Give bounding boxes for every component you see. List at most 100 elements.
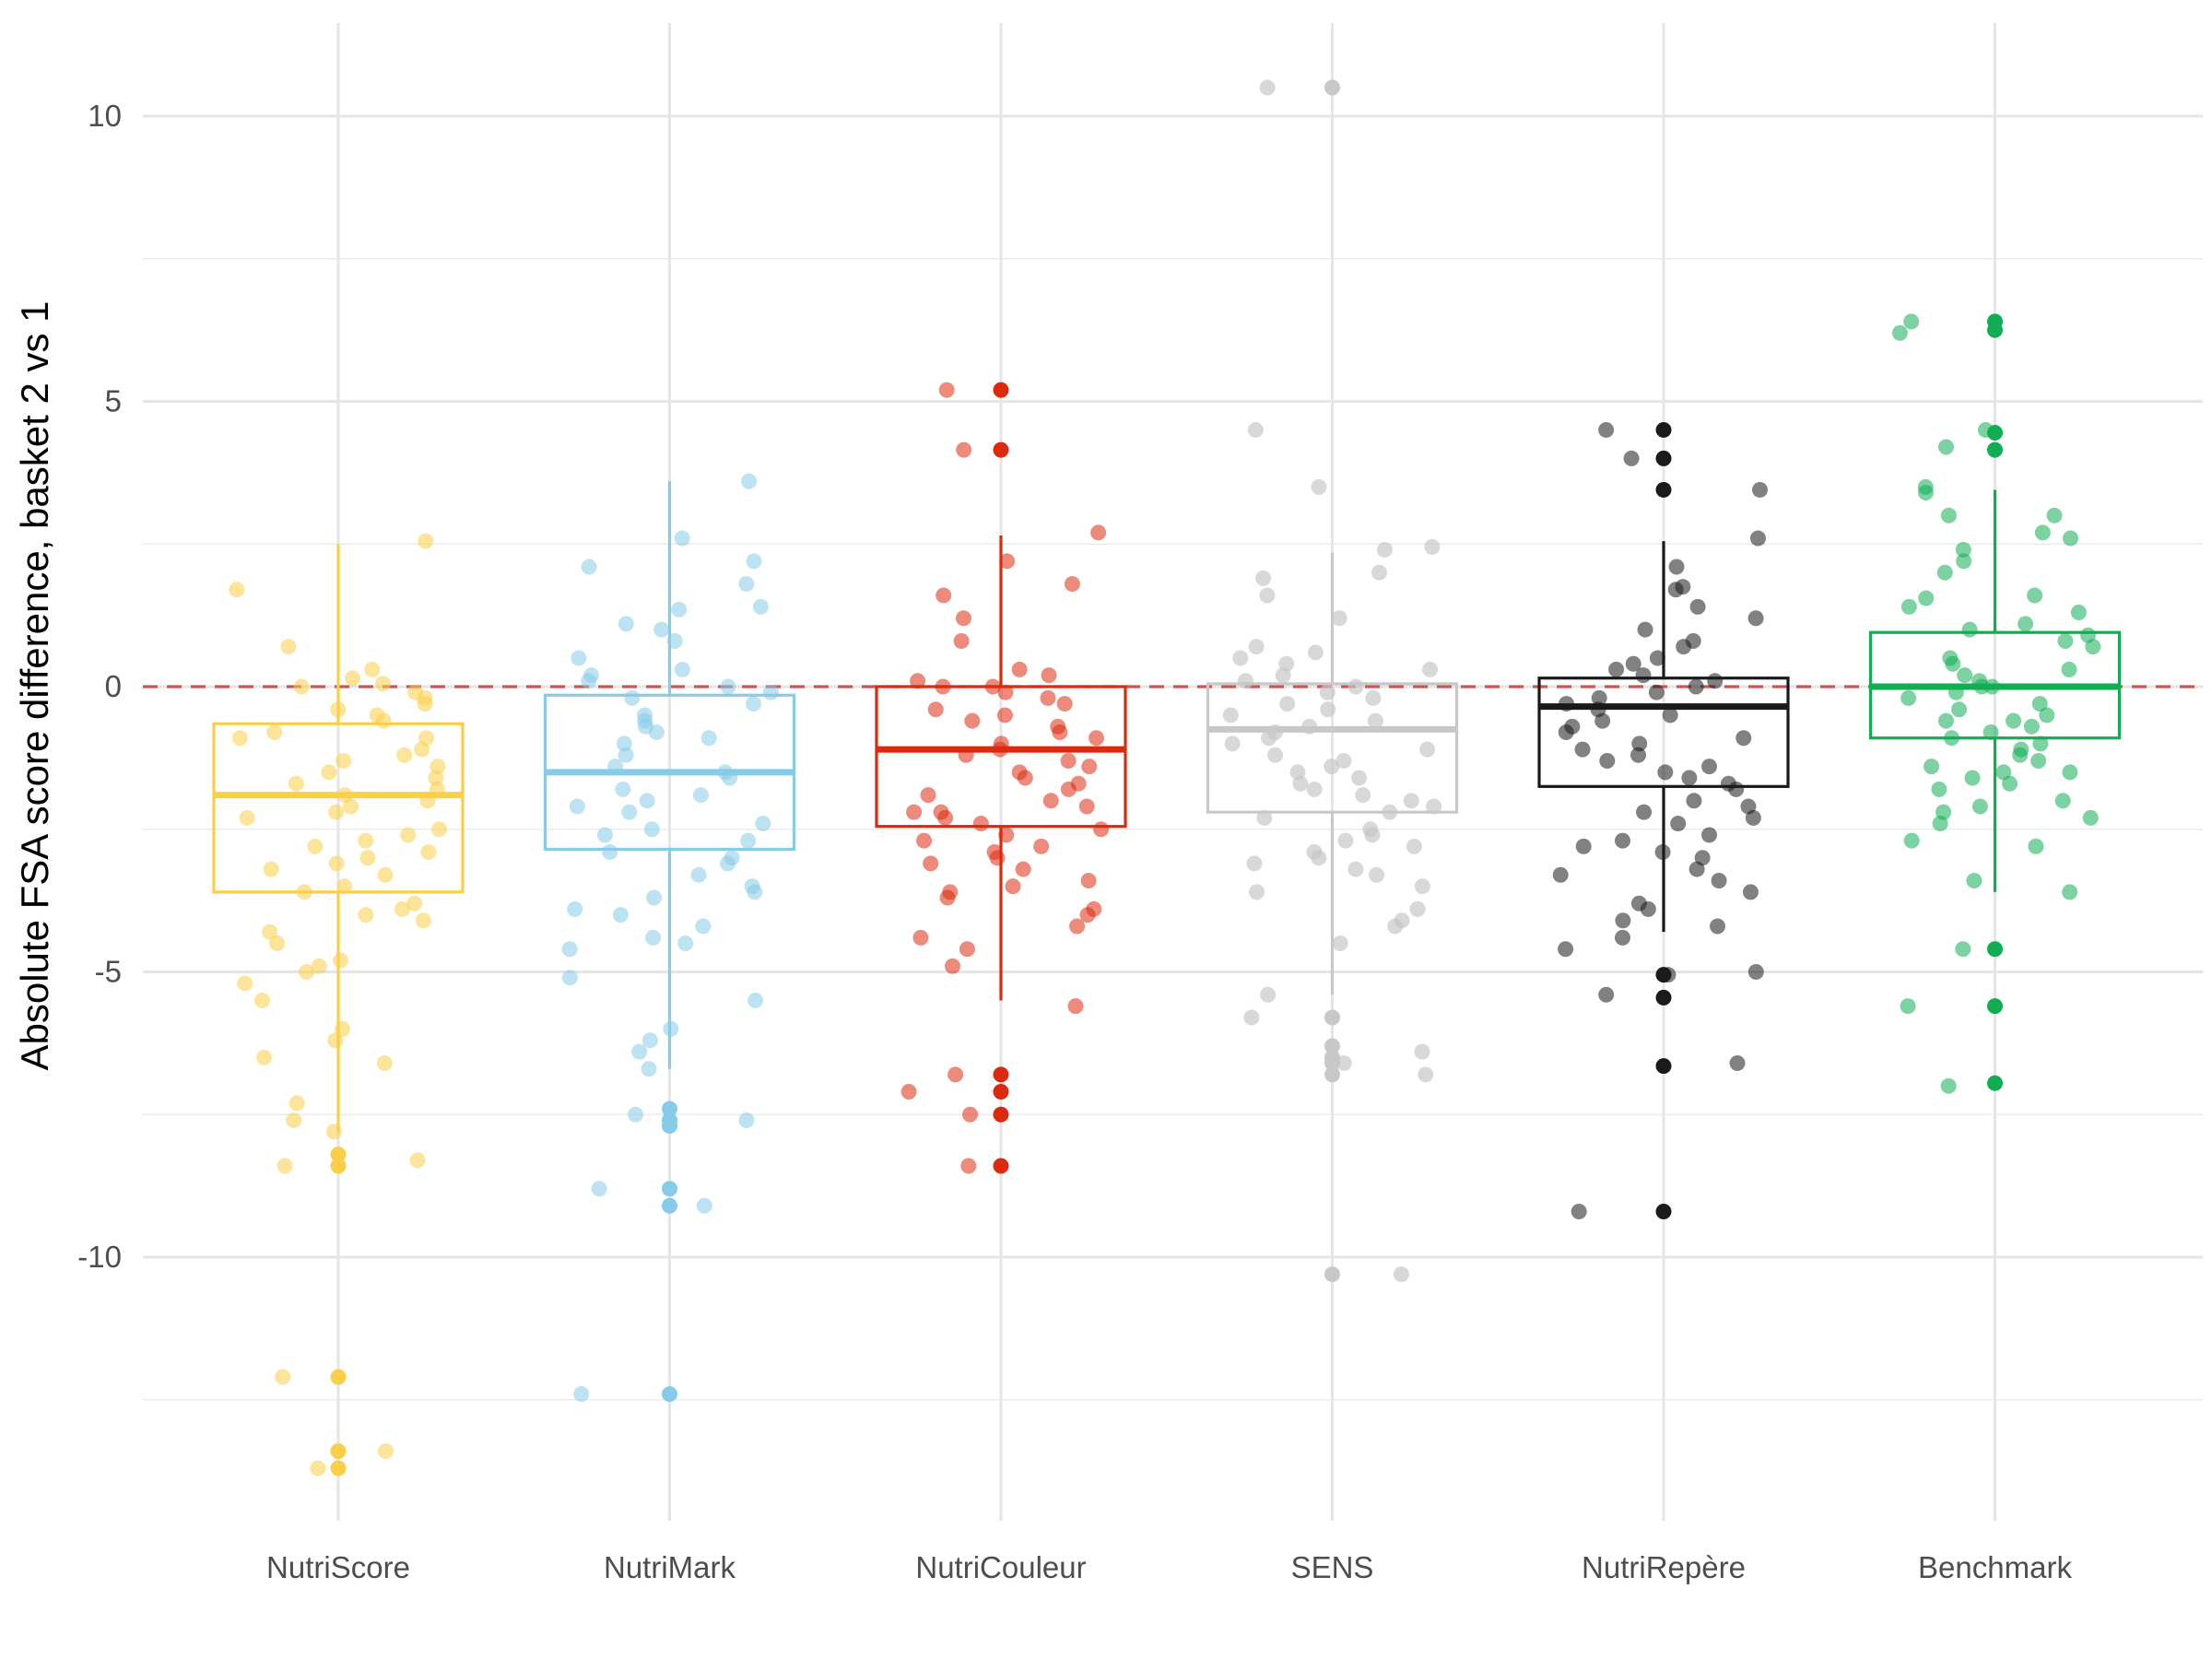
- jitter-point: [1701, 827, 1718, 843]
- jitter-point: [1369, 866, 1385, 883]
- jitter-point: [569, 798, 585, 815]
- jitter-point: [618, 616, 634, 632]
- jitter-point: [646, 889, 663, 906]
- jitter-point: [561, 970, 578, 986]
- jitter-point: [1331, 610, 1347, 627]
- jitter-point: [1015, 861, 1031, 877]
- jitter-point: [916, 832, 933, 849]
- jitter-point: [1311, 850, 1327, 866]
- jitter-point: [1088, 730, 1105, 747]
- jitter-point: [288, 1095, 305, 1112]
- jitter-point: [1552, 866, 1569, 883]
- jitter-point: [1689, 598, 1706, 615]
- jitter-point: [959, 941, 975, 958]
- outlier-point: [662, 1118, 677, 1135]
- outlier-point: [1987, 441, 2003, 458]
- jitter-point: [1393, 1266, 1409, 1283]
- outlier-point: [662, 1197, 677, 1214]
- jitter-point: [567, 900, 583, 917]
- jitter-point: [1078, 798, 1095, 815]
- jitter-point: [996, 707, 1013, 724]
- outlier-point: [993, 441, 1009, 458]
- jitter-point: [1614, 832, 1630, 849]
- jitter-point: [696, 1197, 712, 1214]
- jitter-point: [2032, 735, 2049, 752]
- jitter-point: [1709, 918, 1725, 935]
- jitter-point: [1011, 661, 1028, 677]
- jitter-point: [581, 559, 597, 575]
- jitter-point: [1324, 759, 1340, 775]
- jitter-point: [1937, 712, 1954, 729]
- jitter-point: [1701, 759, 1718, 775]
- jitter-point: [2080, 627, 2097, 643]
- jitter-point: [1938, 439, 1955, 455]
- jitter-point: [1259, 79, 1276, 96]
- jitter-point: [1064, 576, 1080, 593]
- jitter-point: [637, 707, 653, 724]
- jitter-point: [612, 907, 629, 924]
- jitter-point: [639, 793, 655, 809]
- jitter-point: [2061, 661, 2077, 677]
- jitter-point: [321, 764, 337, 781]
- jitter-point: [643, 821, 660, 838]
- outlier-point: [1655, 481, 1672, 498]
- jitter-point: [1670, 816, 1687, 832]
- jitter-point: [343, 798, 359, 815]
- jitter-point: [571, 650, 587, 666]
- jitter-point: [2030, 752, 2047, 769]
- x-tick-label: NutriMark: [604, 1550, 736, 1584]
- jitter-point: [1070, 775, 1087, 792]
- jitter-point: [415, 912, 431, 929]
- jitter-point: [624, 689, 641, 706]
- jitter-point: [1050, 718, 1066, 735]
- jitter-point: [2028, 838, 2044, 854]
- jitter-point: [1598, 986, 1615, 1003]
- jitter-point: [720, 855, 736, 872]
- jitter-point: [1594, 712, 1611, 729]
- jitter-point: [2046, 507, 2063, 524]
- box-nutrirep-re: [1537, 541, 1790, 933]
- jitter-point: [335, 752, 352, 769]
- jitter-point: [972, 816, 989, 832]
- jitter-point: [237, 975, 253, 992]
- jitter-point: [955, 610, 971, 627]
- jitter-point: [1956, 553, 1972, 570]
- jitter-point: [1069, 918, 1086, 935]
- jitter-point: [1742, 884, 1759, 900]
- jitter-point: [628, 1106, 644, 1123]
- jitter-point: [377, 1442, 394, 1459]
- jitter-point: [1332, 935, 1348, 952]
- jitter-point: [1222, 707, 1239, 724]
- axis-layer: 10 5 0 -5 -10 NutriScore NutriMark NutriCouleur…: [77, 99, 2072, 1584]
- jitter-point: [1564, 718, 1581, 735]
- jitter-point: [937, 809, 954, 826]
- jitter-point: [299, 964, 315, 980]
- jitter-point: [641, 1032, 658, 1049]
- jitter-point: [1903, 313, 1920, 330]
- jitter-point: [1957, 667, 1973, 684]
- jitter-point: [1608, 661, 1625, 677]
- box-nutrimark: [543, 481, 796, 1069]
- box-sens: [1206, 552, 1459, 995]
- jitter-point: [989, 850, 1006, 866]
- jitter-point: [1900, 598, 1917, 615]
- jitter-point: [310, 1460, 326, 1477]
- jitter-point: [394, 900, 411, 917]
- jitter-point: [266, 724, 283, 741]
- outlier-point: [1655, 1203, 1672, 1219]
- jitter-point: [1337, 832, 1354, 849]
- jitter-point: [1623, 450, 1640, 466]
- outlier-point: [993, 1106, 1009, 1123]
- jitter-point: [1615, 912, 1631, 929]
- jitter-point: [420, 844, 437, 861]
- jitter-point: [1711, 872, 1727, 888]
- jitter-point: [1747, 964, 1764, 980]
- jitter-point: [364, 661, 381, 677]
- jitter-point: [1685, 632, 1701, 649]
- jitter-point: [1747, 610, 1764, 627]
- y-tick-label: 10: [88, 99, 122, 133]
- jitter-point: [280, 639, 297, 655]
- jitter-point: [1418, 1066, 1434, 1083]
- jitter-point: [396, 747, 413, 763]
